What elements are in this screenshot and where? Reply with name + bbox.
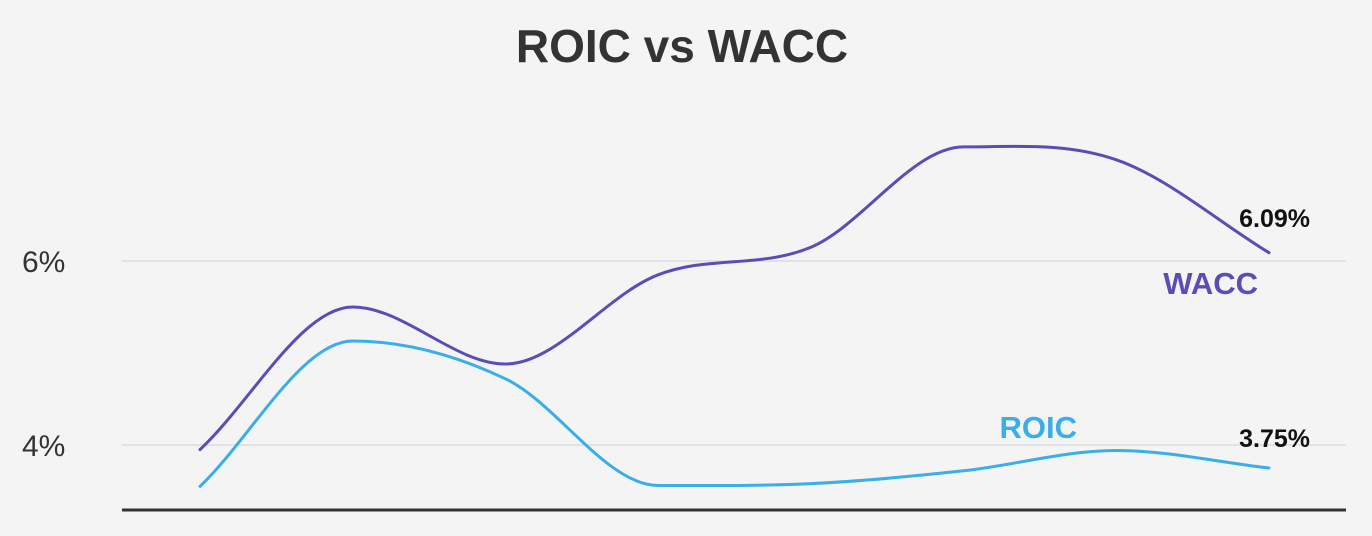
series-line-roic [198,339,1271,488]
series-name-label-wacc: WACC [1163,266,1258,301]
series-lines [198,144,1271,488]
series-labels: 6.09% WACC 3.75% ROIC [1000,205,1311,453]
y-axis-ticks: 4% 6% [22,246,65,463]
end-value-label-roic: 3.75% [1239,425,1310,453]
end-value-label-wacc: 6.09% [1239,205,1310,233]
y-tick-label-6: 6% [22,246,65,279]
series-line-wacc [198,144,1271,452]
series-name-label-roic: ROIC [1000,410,1078,445]
y-tick-label-4: 4% [22,430,65,463]
chart-title: ROIC vs WACC [516,20,848,72]
